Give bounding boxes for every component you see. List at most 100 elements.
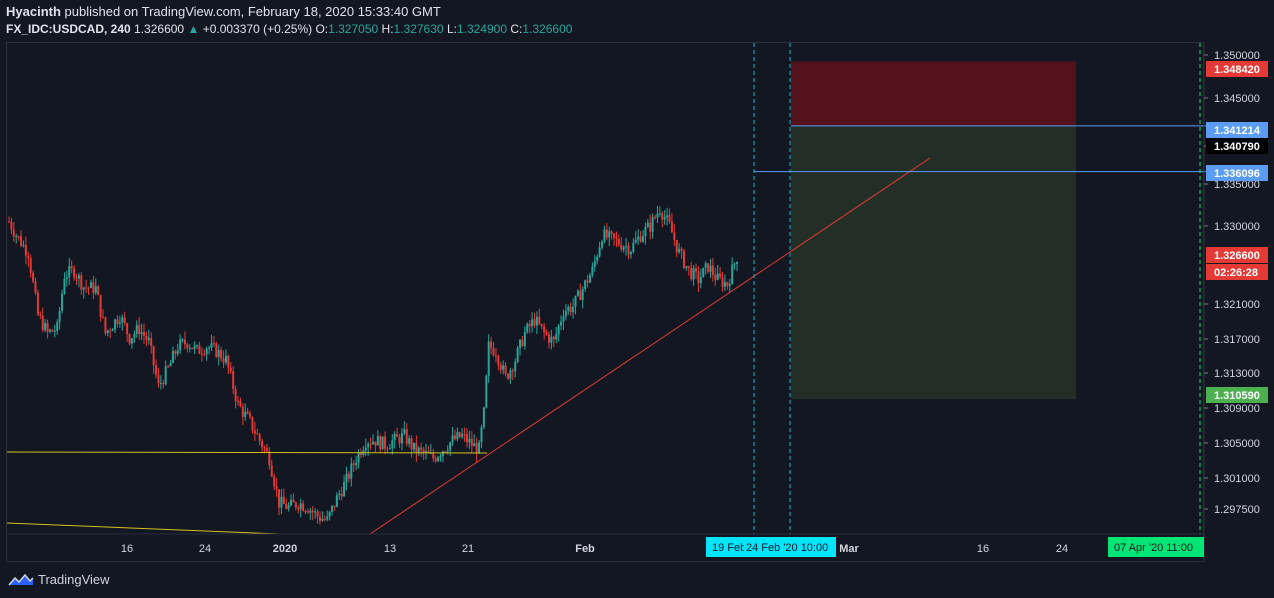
candle-body: [246, 411, 249, 414]
candle-body: [719, 273, 722, 278]
candle-body: [466, 433, 469, 443]
candle-body: [53, 331, 56, 333]
candle-body: [290, 499, 293, 506]
candle-body: [147, 337, 150, 340]
candle-body: [142, 332, 145, 336]
candle-body: [584, 280, 587, 289]
candle-body: [458, 432, 461, 438]
candle-body: [707, 263, 710, 272]
take-profit-zone: [791, 125, 1076, 400]
candle-body: [403, 429, 406, 434]
candle-body: [533, 319, 536, 326]
candle-body: [620, 244, 623, 250]
candle-body: [328, 511, 331, 517]
candle-body: [253, 430, 256, 434]
candle-body: [699, 277, 702, 284]
candle-body: [666, 215, 669, 218]
candle-body: [470, 438, 473, 447]
candle-body: [427, 451, 430, 454]
candle-body: [181, 339, 184, 341]
candle-body: [475, 443, 478, 454]
candle-body: [256, 433, 259, 435]
candle-body: [364, 447, 367, 451]
candle-body: [183, 339, 186, 345]
candle-body: [198, 345, 201, 354]
candle-body: [697, 271, 700, 284]
time-tick-label: 13: [384, 543, 396, 555]
price-change: +0.003370 (+0.25%): [202, 22, 313, 36]
price-label-box: [1206, 122, 1268, 138]
candle-body: [114, 319, 117, 330]
candle-body: [480, 427, 483, 443]
candle-body: [494, 355, 497, 357]
price-label-box: [1206, 264, 1268, 280]
candle-body: [340, 493, 343, 497]
candle-body: [658, 213, 661, 215]
candle-body: [140, 332, 143, 335]
candle-body: [106, 330, 109, 334]
candle-body: [263, 447, 266, 449]
candle-body: [545, 331, 548, 335]
candle-body: [405, 429, 408, 444]
candle-body: [386, 448, 389, 450]
price-tick-label: 1.330000: [1214, 221, 1260, 233]
candle-body: [176, 350, 179, 354]
candle-body: [186, 344, 189, 348]
candle-body: [437, 457, 440, 461]
candle-body: [555, 334, 558, 340]
candle-body: [203, 354, 206, 356]
candle-body: [562, 316, 565, 322]
candle-body: [234, 389, 237, 401]
candle-body: [205, 348, 208, 355]
candle-body: [200, 353, 203, 355]
symbol-name[interactable]: FX_IDC:USDCAD, 240: [6, 22, 131, 36]
candle-body: [535, 316, 538, 326]
date-label-text: 07 Apr '20 11:00: [1114, 542, 1193, 554]
candle-body: [634, 239, 637, 243]
candle-body: [27, 255, 30, 259]
candle-body: [77, 275, 80, 279]
candle-body: [637, 236, 640, 240]
candle-body: [461, 433, 464, 438]
candle-body: [258, 434, 261, 441]
candle-body: [714, 275, 717, 280]
candle-body: [123, 317, 126, 324]
price-label-text: 1.310590: [1214, 390, 1260, 402]
candle-body: [663, 217, 666, 220]
candle-body: [526, 323, 529, 333]
trend-line: [369, 157, 931, 535]
candle-body: [224, 355, 227, 363]
candle-body: [65, 277, 68, 279]
candle-body: [379, 436, 382, 450]
candle-body: [232, 371, 235, 390]
price-tick-label: 1.305000: [1214, 438, 1260, 450]
candle-body: [24, 244, 27, 256]
candle-body: [244, 411, 247, 417]
author-name[interactable]: Hyacinth: [6, 4, 61, 19]
candle-body: [80, 275, 83, 290]
candle-body: [121, 317, 124, 323]
candle-body: [384, 436, 387, 449]
candle-body: [145, 335, 148, 340]
time-tick-label: 16: [977, 543, 989, 555]
candle-body: [104, 317, 107, 334]
candle-body: [306, 511, 309, 513]
candle-body: [210, 343, 213, 348]
price-tick-label: 1.317000: [1214, 334, 1260, 346]
candle-body: [509, 370, 512, 379]
candle-body: [29, 258, 32, 273]
candle-body: [629, 251, 632, 255]
date-label-text: 19 Feb: [712, 542, 746, 554]
tradingview-brand[interactable]: TradingView: [8, 571, 110, 587]
candle-body: [275, 486, 278, 490]
candle-body: [485, 375, 488, 408]
candle-body: [70, 266, 73, 269]
candle-body: [523, 332, 526, 346]
candle-body: [347, 473, 350, 479]
candle-body: [292, 499, 295, 503]
candle-body: [603, 229, 606, 242]
candle-body: [215, 343, 218, 357]
candle-body: [668, 215, 671, 222]
candle-body: [641, 236, 644, 242]
